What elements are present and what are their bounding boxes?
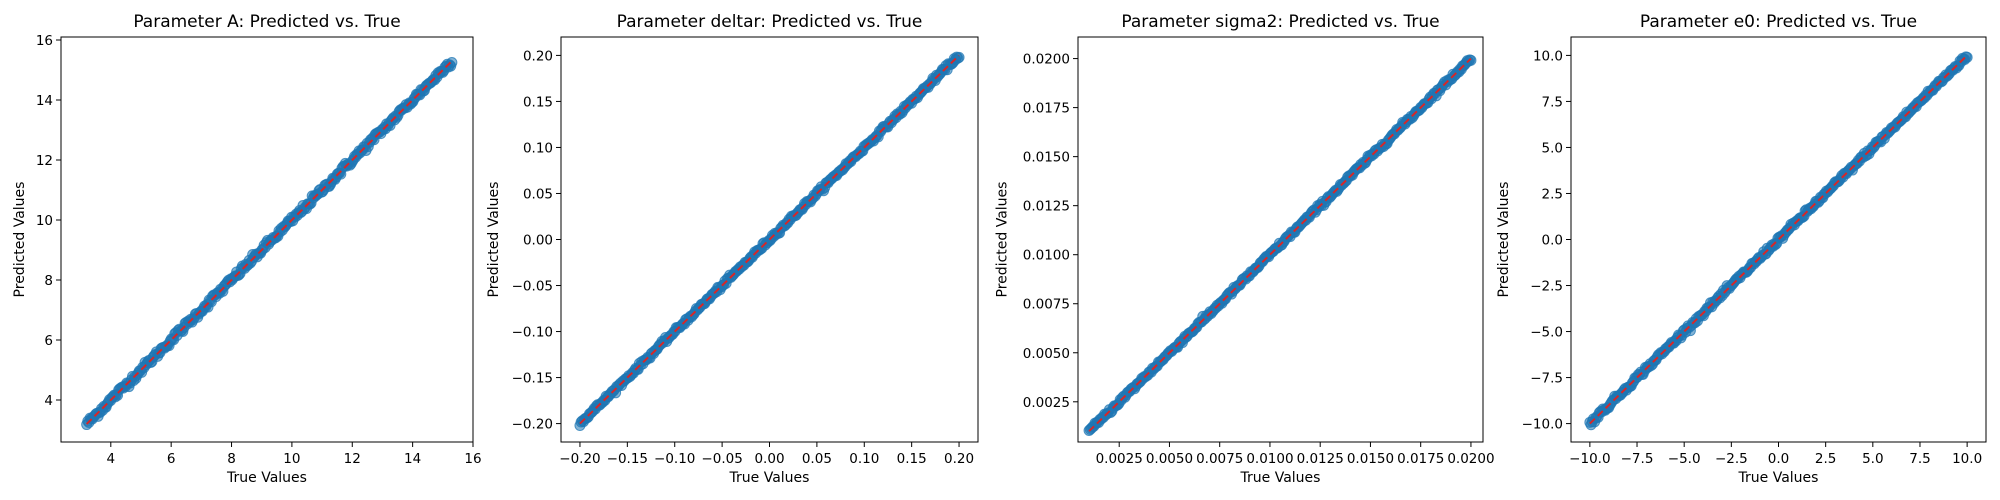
x-tick-label: 0.00 [754,451,784,467]
x-tick-label: 7.5 [1909,451,1930,467]
x-tick-label: −7.5 [1621,451,1654,467]
reference-line [1088,57,1472,432]
y-tick-label: 0.05 [523,186,553,202]
y-axis-label: Predicted Values [994,182,1010,298]
y-tick-label: 0.0175 [1023,101,1070,117]
x-tick-label: 8 [227,451,236,467]
x-tick-label: 0.05 [802,451,832,467]
x-tick-label: 12 [344,451,361,467]
x-tick-label: −0.10 [654,451,695,467]
x-tick-label: 0.0150 [1347,451,1394,467]
x-tick-label: 0.0050 [1146,451,1193,467]
y-tick-label: 0.0050 [1023,346,1070,362]
y-tick-label: 0.0 [1542,233,1563,249]
scatter-point [446,57,458,69]
y-tick-label: 7.5 [1542,94,1563,110]
y-tick-label: 10 [36,213,53,229]
x-axis-label: True Values [226,470,307,486]
scatter-points [574,51,965,432]
y-tick-label: −2.5 [1530,279,1563,295]
scatter-point [1465,54,1477,66]
y-tick-label: −0.10 [512,325,553,341]
chart-panel-1: Parameter A: Predicted vs. True 4 6 8 10 12 14… [12,12,482,486]
x-tick-label: −0.15 [607,451,648,467]
x-tick-label: 0.0100 [1246,451,1293,467]
y-tick-label: 6 [44,333,53,349]
y-tick-label: 0.0150 [1023,150,1070,166]
scatter-point [953,51,965,63]
plot-frame [60,36,474,443]
chart-panel-2: Parameter deltar: Predicted vs. True −0.2… [486,12,979,486]
x-tick-label: 16 [464,451,481,467]
x-tick-label: 0.0125 [1297,451,1344,467]
y-tick-label: −5.0 [1530,325,1563,341]
y-tick-label: −0.05 [512,279,553,295]
x-tick-label: 2.5 [1815,451,1836,467]
x-tick-label: 10 [283,451,300,467]
y-tick-label: 14 [36,93,53,109]
y-tick-label: 0.10 [523,140,553,156]
y-tick-label: 0.0025 [1023,395,1070,411]
x-tick-label: 4 [107,451,116,467]
scatter-point [1961,51,1973,63]
x-axis-label: True Values [1240,470,1321,486]
y-tick-label: 5.0 [1542,140,1563,156]
y-tick-label: 12 [36,153,53,169]
y-tick-label: −10.0 [1522,417,1563,433]
y-tick-label: 16 [36,33,53,49]
y-tick-label: 8 [44,273,53,289]
x-tick-label: −0.05 [701,451,742,467]
chart-title: Parameter sigma2: Predicted vs. True [1121,12,1439,32]
y-tick-label: 10.0 [1533,48,1563,64]
y-tick-label: 0.15 [523,94,553,110]
x-tick-label: 0.20 [944,451,974,467]
y-tick-label: 2.5 [1542,186,1563,202]
x-tick-label: 0.0 [1768,451,1789,467]
chart-panel-4: Parameter e0: Predicted vs. True −10.0 −7.… [1496,12,1987,486]
chart-title: Parameter deltar: Predicted vs. True [617,12,923,32]
x-tick-label: −5.0 [1668,451,1701,467]
x-tick-label: −0.20 [559,451,600,467]
y-axis-label: Predicted Values [12,182,28,298]
chart-title: Parameter A: Predicted vs. True [133,12,400,32]
x-tick-label: 5.0 [1862,451,1883,467]
x-axis-label: True Values [1738,470,1819,486]
reference-line [85,60,453,425]
y-tick-label: 0.0100 [1023,248,1070,264]
y-tick-label: 4 [44,393,53,409]
x-tick-label: 0.10 [849,451,879,467]
x-tick-label: 0.15 [897,451,927,467]
x-tick-label: 0.0200 [1447,451,1494,467]
plot-frame [1077,36,1484,443]
x-tick-label: −10.0 [1569,451,1610,467]
y-axis-label: Predicted Values [486,182,502,298]
x-tick-label: 10.0 [1952,451,1982,467]
x-tick-label: 14 [404,451,421,467]
x-tick-label: 0.0025 [1096,451,1143,467]
reference-line [579,54,960,425]
x-tick-label: 6 [167,451,176,467]
y-tick-label: 0.20 [523,48,553,64]
x-tick-label: −2.5 [1715,451,1748,467]
y-tick-label: 0.0075 [1023,297,1070,313]
y-tick-label: 0.0125 [1023,199,1070,215]
y-tick-label: 0.0200 [1023,52,1070,68]
y-tick-label: 0.00 [523,233,553,249]
x-axis-label: True Values [729,470,810,486]
y-tick-label: −0.20 [512,417,553,433]
chart-title: Parameter e0: Predicted vs. True [1640,12,1917,32]
y-axis-label: Predicted Values [1496,182,1512,298]
x-tick-label: 0.0175 [1397,451,1444,467]
chart-panel-3: Parameter sigma2: Predicted vs. True 0.00… [994,12,1494,486]
y-tick-label: −7.5 [1530,371,1563,387]
x-tick-label: 0.0075 [1196,451,1243,467]
y-tick-label: −0.15 [512,371,553,387]
